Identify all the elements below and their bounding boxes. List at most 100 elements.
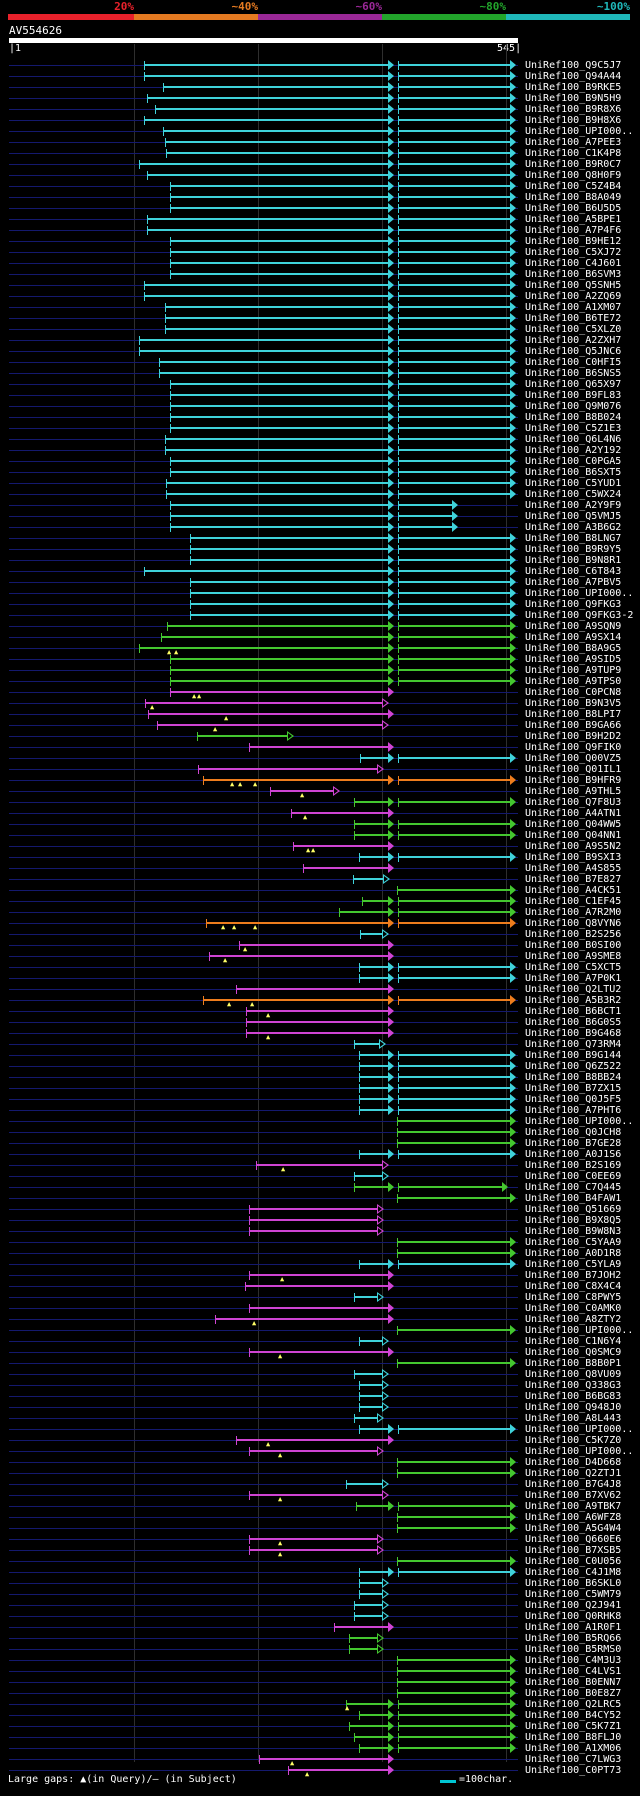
hit-segment[interactable] bbox=[198, 768, 379, 770]
hit-segment[interactable] bbox=[398, 240, 511, 242]
hit-segment[interactable] bbox=[339, 911, 389, 913]
accession-link[interactable]: UniRef100_Q5JNC6 bbox=[525, 346, 622, 357]
hit-segment[interactable] bbox=[398, 405, 511, 407]
hit-segment[interactable] bbox=[354, 823, 389, 825]
accession-link[interactable]: UniRef100_C5WX24 bbox=[525, 489, 622, 500]
hit-segment[interactable] bbox=[397, 1461, 511, 1463]
hit-segment[interactable] bbox=[147, 218, 389, 220]
accession-link[interactable]: UniRef100_Q6Z522 bbox=[525, 1061, 622, 1072]
hit-segment[interactable] bbox=[398, 856, 511, 858]
accession-link[interactable]: UniRef100_D4D668 bbox=[525, 1457, 622, 1468]
hit-segment[interactable] bbox=[397, 1362, 511, 1364]
accession-link[interactable]: UniRef100_B9G468 bbox=[525, 1028, 622, 1039]
hit-segment[interactable] bbox=[170, 262, 389, 264]
hit-segment[interactable] bbox=[398, 526, 453, 528]
hit-segment[interactable] bbox=[398, 614, 511, 616]
hit-segment[interactable] bbox=[398, 537, 511, 539]
accession-link[interactable]: UniRef100_A0J1S6 bbox=[525, 1149, 622, 1160]
hit-segment[interactable] bbox=[236, 988, 389, 990]
hit-segment[interactable] bbox=[203, 999, 389, 1001]
accession-link[interactable]: UniRef100_B9N8R1 bbox=[525, 555, 622, 566]
hit-segment[interactable] bbox=[398, 977, 511, 979]
accession-link[interactable]: UniRef100_C5Z1E3 bbox=[525, 423, 622, 434]
hit-segment[interactable] bbox=[293, 845, 389, 847]
hit-segment[interactable] bbox=[359, 1384, 384, 1386]
accession-link[interactable]: UniRef100_Q2ZTJ1 bbox=[525, 1468, 622, 1479]
hit-segment[interactable] bbox=[397, 1329, 511, 1331]
hit-segment[interactable] bbox=[166, 493, 389, 495]
hit-segment[interactable] bbox=[397, 1142, 511, 1144]
accession-link[interactable]: UniRef100_C0EE69 bbox=[525, 1171, 622, 1182]
accession-link[interactable]: UniRef100_A2Y9F9 bbox=[525, 500, 622, 511]
hit-segment[interactable] bbox=[398, 1736, 511, 1738]
hit-segment[interactable] bbox=[359, 1054, 389, 1056]
hit-segment[interactable] bbox=[354, 1186, 389, 1188]
accession-link[interactable]: UniRef100_Q51669 bbox=[525, 1204, 622, 1215]
hit-segment[interactable] bbox=[398, 438, 511, 440]
hit-segment[interactable] bbox=[161, 636, 389, 638]
hit-segment[interactable] bbox=[259, 1758, 389, 1760]
hit-segment[interactable] bbox=[170, 394, 389, 396]
hit-segment[interactable] bbox=[398, 394, 511, 396]
hit-segment[interactable] bbox=[197, 735, 289, 737]
accession-link[interactable]: UniRef100_B4FAW1 bbox=[525, 1193, 622, 1204]
accession-link[interactable]: UniRef100_B0E8Z7 bbox=[525, 1688, 622, 1699]
hit-segment[interactable] bbox=[203, 779, 389, 781]
accession-link[interactable]: UniRef100_C0HFI5 bbox=[525, 357, 622, 368]
hit-segment[interactable] bbox=[144, 570, 389, 572]
hit-segment[interactable] bbox=[354, 1417, 379, 1419]
hit-segment[interactable] bbox=[359, 966, 389, 968]
hit-segment[interactable] bbox=[398, 119, 511, 121]
accession-link[interactable]: UniRef100_Q94A44 bbox=[525, 71, 622, 82]
hit-segment[interactable] bbox=[159, 372, 389, 374]
hit-segment[interactable] bbox=[398, 328, 511, 330]
accession-link[interactable]: UniRef100_Q6L4N6 bbox=[525, 434, 622, 445]
hit-segment[interactable] bbox=[147, 229, 389, 231]
hit-segment[interactable] bbox=[139, 647, 389, 649]
accession-link[interactable]: UniRef100_Q9M076 bbox=[525, 401, 622, 412]
accession-link[interactable]: UniRef100_C0PGA5 bbox=[525, 456, 622, 467]
hit-segment[interactable] bbox=[398, 108, 511, 110]
hit-segment[interactable] bbox=[398, 625, 511, 627]
hit-segment[interactable] bbox=[354, 1615, 384, 1617]
accession-link[interactable]: UniRef100_Q2LRC5 bbox=[525, 1699, 622, 1710]
hit-segment[interactable] bbox=[144, 295, 389, 297]
hit-segment[interactable] bbox=[398, 372, 511, 374]
accession-link[interactable]: UniRef100_Q04WW5 bbox=[525, 819, 622, 830]
hit-segment[interactable] bbox=[144, 64, 389, 66]
accession-link[interactable]: UniRef100_C1K4P8 bbox=[525, 148, 622, 159]
hit-segment[interactable] bbox=[359, 1395, 384, 1397]
hit-segment[interactable] bbox=[398, 350, 511, 352]
accession-link[interactable]: UniRef100_B0SI00 bbox=[525, 940, 622, 951]
hit-segment[interactable] bbox=[190, 537, 389, 539]
accession-link[interactable]: UniRef100_A6WFZ8 bbox=[525, 1512, 622, 1523]
hit-segment[interactable] bbox=[398, 493, 511, 495]
accession-link[interactable]: UniRef100_UPI000.. bbox=[525, 1424, 634, 1435]
accession-link[interactable]: UniRef100_B9HFR9 bbox=[525, 775, 622, 786]
accession-link[interactable]: UniRef100_C0PT73 bbox=[525, 1765, 622, 1776]
hit-segment[interactable] bbox=[303, 867, 389, 869]
accession-link[interactable]: UniRef100_B9FL83 bbox=[525, 390, 622, 401]
accession-link[interactable]: UniRef100_C0U056 bbox=[525, 1556, 622, 1567]
hit-segment[interactable] bbox=[165, 328, 389, 330]
hit-segment[interactable] bbox=[166, 152, 389, 154]
hit-segment[interactable] bbox=[398, 570, 511, 572]
hit-segment[interactable] bbox=[398, 581, 511, 583]
accession-link[interactable]: UniRef100_Q5SNH5 bbox=[525, 280, 622, 291]
accession-link[interactable]: UniRef100_C4J601 bbox=[525, 258, 622, 269]
hit-segment[interactable] bbox=[139, 339, 389, 341]
hit-segment[interactable] bbox=[170, 416, 389, 418]
hit-segment[interactable] bbox=[349, 1648, 379, 1650]
accession-link[interactable]: UniRef100_Q01IL1 bbox=[525, 764, 622, 775]
hit-segment[interactable] bbox=[359, 1340, 384, 1342]
accession-link[interactable]: UniRef100_C5YLA9 bbox=[525, 1259, 622, 1270]
hit-segment[interactable] bbox=[398, 1054, 511, 1056]
accession-link[interactable]: UniRef100_B8B024 bbox=[525, 412, 622, 423]
accession-link[interactable]: UniRef100_C7LWG3 bbox=[525, 1754, 622, 1765]
hit-segment[interactable] bbox=[144, 284, 389, 286]
accession-link[interactable]: UniRef100_C5WM79 bbox=[525, 1589, 622, 1600]
accession-link[interactable]: UniRef100_A5B3R2 bbox=[525, 995, 622, 1006]
hit-segment[interactable] bbox=[359, 1076, 389, 1078]
hit-segment[interactable] bbox=[359, 1153, 389, 1155]
accession-link[interactable]: UniRef100_B6SKL0 bbox=[525, 1578, 622, 1589]
